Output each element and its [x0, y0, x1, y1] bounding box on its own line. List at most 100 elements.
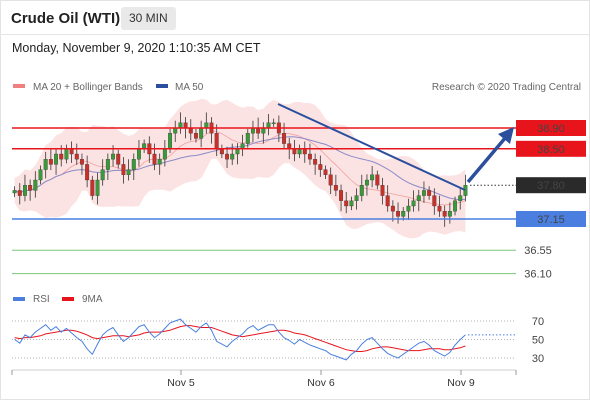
timeframe-badge[interactable]: 30 MIN	[121, 7, 176, 30]
candle-body	[349, 200, 354, 207]
candle-body	[33, 179, 38, 191]
candle-body	[74, 153, 79, 160]
candle-body	[375, 174, 380, 186]
candle-body	[12, 190, 17, 194]
candle-body	[22, 185, 27, 196]
rsi-tick-label: 50	[532, 335, 544, 347]
candle-body	[427, 190, 432, 196]
ma20-line	[14, 131, 466, 206]
ma50-line	[14, 136, 466, 201]
candle-body	[313, 159, 318, 165]
x-tick-label: Nov 9	[447, 377, 475, 389]
candle-body	[250, 127, 255, 134]
rsi-ma-legend-swatch	[62, 297, 74, 301]
candle-body	[38, 169, 43, 181]
candle-body	[100, 169, 105, 181]
candle-body	[339, 190, 344, 201]
candle-body	[292, 148, 297, 155]
rsi-legend-swatch	[13, 297, 25, 301]
support-value: 37.15	[537, 214, 565, 226]
candle-body	[54, 153, 59, 165]
candle-body	[385, 195, 390, 207]
candle-body	[354, 195, 359, 201]
candle-body	[458, 195, 463, 201]
candle-body	[318, 164, 323, 170]
candle-body	[421, 190, 426, 196]
candle-body	[271, 122, 276, 124]
header-divider	[0, 34, 590, 35]
candle-body	[85, 164, 90, 181]
candle-body	[437, 205, 442, 212]
ma20-legend-swatch	[13, 84, 25, 88]
ma50-legend-label: MA 50	[175, 82, 204, 93]
projection-arrow-shaft	[466, 135, 508, 184]
candle-body	[204, 122, 209, 129]
candle-body	[64, 148, 69, 160]
candle-body	[323, 169, 328, 175]
candle-body	[333, 185, 338, 191]
candle-body	[370, 174, 375, 181]
candle-body	[152, 153, 157, 165]
candle-body	[359, 185, 364, 196]
support-tag	[516, 211, 586, 227]
candle-body	[297, 148, 302, 155]
resistance-tag	[516, 140, 586, 157]
rsi-line	[14, 318, 466, 361]
candle-body	[162, 148, 167, 160]
rsi-ma-line	[14, 325, 466, 352]
current-price-tag	[516, 177, 586, 194]
candle-body	[390, 205, 395, 212]
candle-body	[17, 190, 22, 196]
candle-body	[307, 153, 312, 160]
candle-body	[116, 153, 121, 165]
candle-body	[453, 200, 458, 212]
candle-body	[157, 159, 162, 165]
ma50-legend-swatch	[156, 84, 168, 88]
candle-body	[168, 133, 173, 149]
candle-body	[225, 153, 230, 160]
candle-body	[95, 179, 100, 196]
candle-body	[199, 127, 204, 139]
downtrend-line	[277, 103, 466, 191]
candle-body	[183, 122, 188, 129]
candle-body	[142, 143, 147, 149]
candle-body	[173, 127, 178, 134]
candle-body	[131, 159, 136, 170]
candle-body	[380, 185, 385, 196]
candle-body	[447, 211, 452, 217]
copyright-label: Research © 2020 Trading Central	[432, 82, 581, 93]
candle-body	[178, 122, 183, 129]
current-price-value: 37.80	[537, 180, 565, 192]
candle-body	[188, 127, 193, 134]
rsi-tick-label: 70	[532, 316, 544, 328]
candle-body	[230, 153, 235, 160]
rsi-legend-label: RSI	[33, 294, 50, 305]
candle-body	[287, 143, 292, 149]
candle-body	[406, 205, 411, 212]
candle-body	[245, 133, 250, 144]
candle-body	[256, 127, 261, 134]
datetime-label: Monday, November 9, 2020 1:10:35 AM CET	[12, 41, 261, 55]
instrument-title: Crude Oil (WTI)	[11, 10, 121, 27]
candle-body	[261, 127, 266, 134]
target-value: 36.55	[524, 245, 552, 257]
x-tick-label: Nov 6	[307, 377, 335, 389]
candle-body	[344, 200, 349, 207]
candle-body	[401, 211, 406, 217]
candle-body	[90, 179, 95, 196]
candle-body	[214, 133, 219, 149]
candle-body	[396, 211, 401, 217]
candle-body	[411, 200, 416, 207]
candle-body	[111, 153, 116, 160]
candle-body	[121, 164, 126, 175]
candle-body	[432, 195, 437, 207]
candle-body	[79, 159, 84, 165]
candle-body	[105, 159, 110, 170]
candle-body	[69, 148, 74, 155]
projection-arrowhead	[498, 127, 514, 144]
candle-body	[28, 185, 33, 191]
candle-body	[59, 153, 64, 160]
resistance-value: 38.50	[537, 144, 565, 156]
target-value: 36.10	[524, 269, 552, 281]
